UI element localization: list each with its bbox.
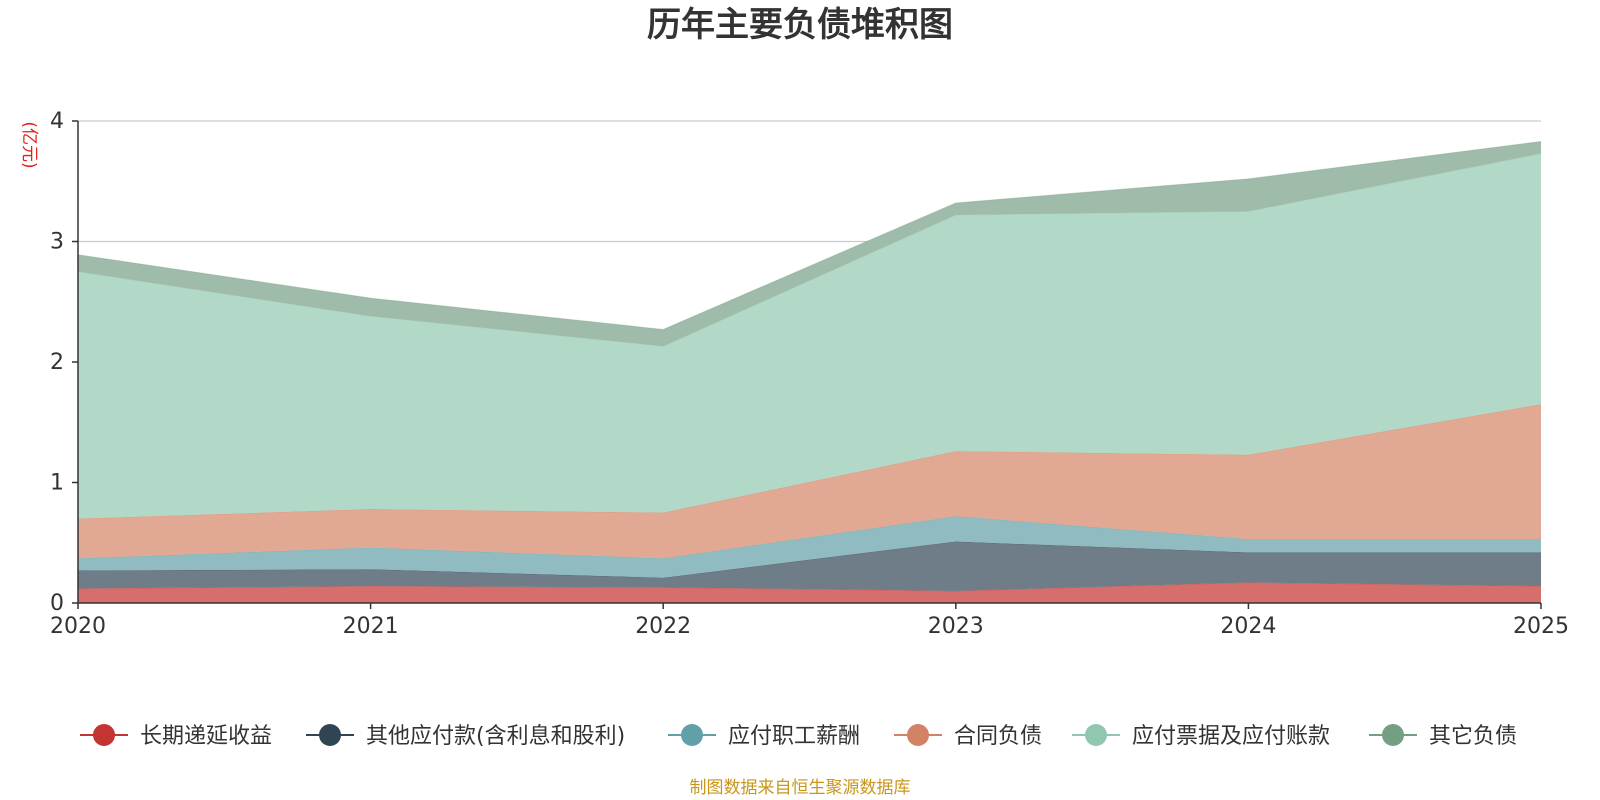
legend-label-4: 应付票据及应付账款 — [1132, 724, 1330, 749]
legend-marker-1 — [319, 724, 341, 746]
y-tick-label-2: 2 — [50, 350, 64, 375]
legend-marker-2 — [681, 724, 703, 746]
area-series-2 — [78, 516, 1541, 578]
x-tick-label-2021: 2021 — [343, 614, 399, 639]
legend-item-0[interactable]: 长期递延收益 — [80, 724, 272, 749]
area-series-0 — [78, 582, 1541, 603]
legend[interactable]: 长期递延收益 其他应付款(含利息和股利) 应付职工薪酬 合同负债 应付票据及应付账款 其它… — [80, 724, 1517, 749]
area-series-5-edge — [77, 140, 1542, 330]
x-tick-label-2023: 2023 — [928, 614, 984, 639]
legend-item-2[interactable]: 应付职工薪酬 — [668, 724, 860, 749]
legend-marker-0 — [93, 724, 115, 746]
source-note: 制图数据来自恒生聚源数据库 — [690, 778, 911, 798]
axes: 0 1 2 3 4 2020 2021 2022 2023 2024 2025 — [50, 109, 1569, 639]
x-tick-label-2020: 2020 — [50, 614, 106, 639]
legend-label-3: 合同负债 — [954, 724, 1042, 749]
area-series-4 — [78, 153, 1541, 519]
legend-label-1: 其他应付款(含利息和股利) — [366, 724, 625, 749]
chart-title: 历年主要负债堆积图 — [647, 5, 953, 45]
area-series-1 — [78, 541, 1541, 591]
legend-item-3[interactable]: 合同负债 — [894, 724, 1042, 749]
series-areas — [77, 140, 1542, 603]
legend-marker-3 — [907, 724, 929, 746]
x-tick-label-2024: 2024 — [1220, 614, 1276, 639]
y-axis-unit-label: (亿元) — [19, 121, 39, 168]
legend-label-5: 其它负债 — [1429, 724, 1517, 749]
y-tick-label-1: 1 — [50, 471, 64, 496]
legend-label-0: 长期递延收益 — [140, 724, 272, 749]
legend-item-1[interactable]: 其他应付款(含利息和股利) — [306, 724, 625, 749]
y-tick-label-4: 4 — [50, 109, 64, 134]
x-tick-label-2025: 2025 — [1513, 614, 1569, 639]
legend-marker-5 — [1382, 724, 1404, 746]
legend-item-5[interactable]: 其它负债 — [1369, 724, 1517, 749]
area-series-3 — [78, 404, 1541, 559]
y-tick-label-3: 3 — [50, 230, 64, 255]
legend-label-2: 应付职工薪酬 — [728, 724, 860, 749]
legend-marker-4 — [1085, 724, 1107, 746]
y-tick-label-0: 0 — [50, 591, 64, 616]
legend-item-4[interactable]: 应付票据及应付账款 — [1072, 724, 1330, 749]
x-tick-label-2022: 2022 — [635, 614, 691, 639]
area-series-5 — [78, 141, 1541, 347]
